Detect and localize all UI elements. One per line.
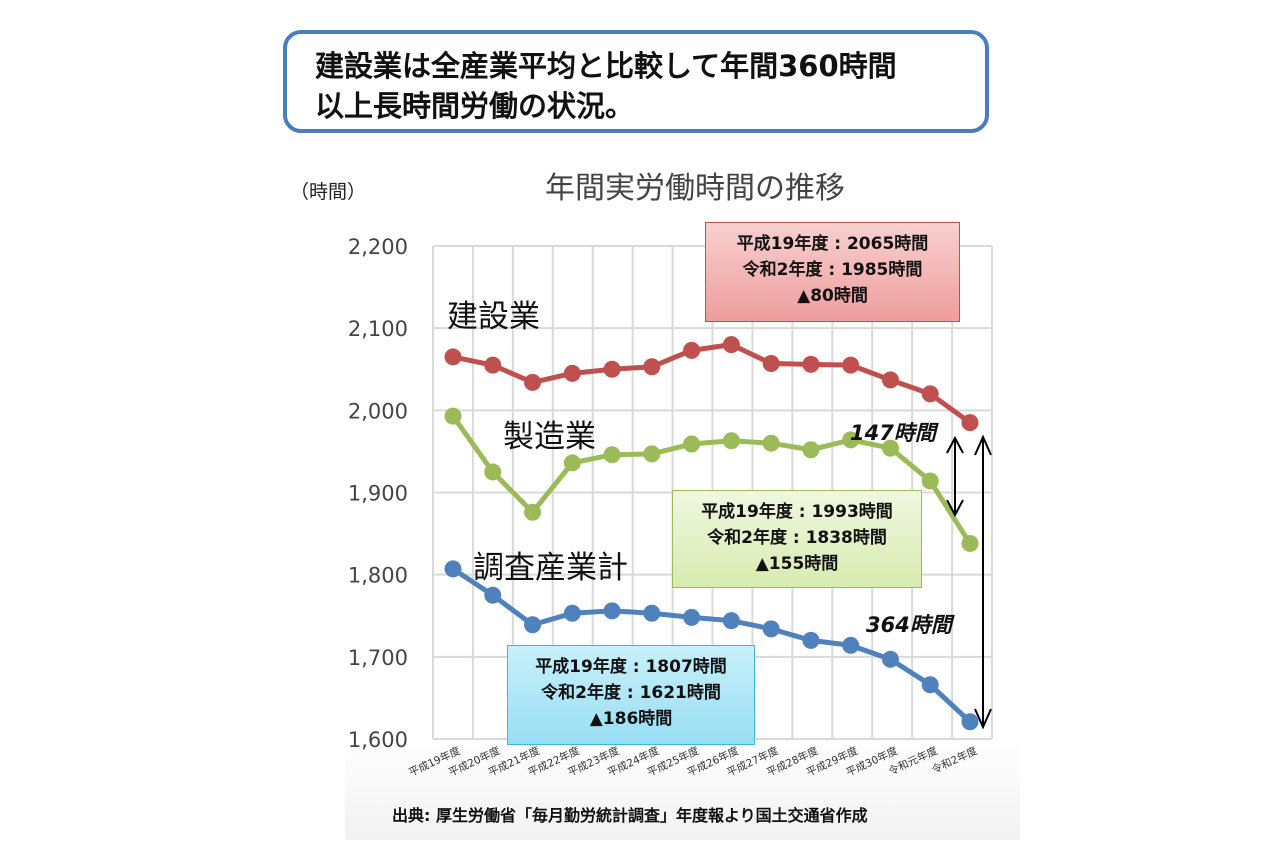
- data-point: [563, 454, 581, 472]
- data-point: [484, 356, 502, 374]
- y-tick-label: 1,800: [348, 564, 408, 588]
- annotation-line: 令和2年度 : 1838時間: [707, 528, 887, 548]
- annotation-line: ▲186時間: [589, 709, 673, 729]
- data-point: [643, 604, 661, 622]
- series-label-construction: 建設業: [447, 299, 540, 335]
- data-point: [881, 371, 899, 389]
- data-point: [683, 608, 701, 626]
- data-point: [683, 435, 701, 453]
- data-point: [842, 431, 860, 449]
- y-tick-label: 1,600: [348, 728, 408, 752]
- data-point: [961, 414, 979, 432]
- data-point: [762, 354, 780, 372]
- y-tick-label: 1,900: [348, 482, 408, 506]
- y-tick-label: 2,200: [348, 235, 408, 259]
- series-label-total: 調査産業計: [473, 550, 628, 586]
- annotation-line: 平成19年度 : 1807時間: [535, 657, 727, 677]
- data-point: [921, 472, 939, 490]
- source-note: 出典: 厚生労働省「毎月勤労統計調査」年度報より国土交通省作成: [392, 806, 868, 825]
- data-point: [921, 676, 939, 694]
- annotation-manufacturing: 平成19年度 : 1993時間 令和2年度 : 1838時間 ▲155時間: [672, 490, 922, 588]
- data-point: [563, 604, 581, 622]
- series-label-manufacturing: 製造業: [503, 419, 596, 455]
- x-tick-label: 令和2年度: [930, 744, 980, 777]
- data-point: [802, 355, 820, 373]
- data-point: [802, 441, 820, 459]
- data-point: [683, 341, 701, 359]
- y-axis-label: （時間）: [290, 181, 366, 203]
- data-point: [643, 445, 661, 463]
- data-point: [524, 616, 542, 634]
- annotation-total: 平成19年度 : 1807時間 令和2年度 : 1621時間 ▲186時間: [507, 645, 755, 745]
- headline-box: 建設業は全産業平均と比較して年間360時間 以上長時間労働の状況。: [283, 30, 989, 133]
- y-tick-label: 2,000: [348, 399, 408, 423]
- data-point: [524, 503, 542, 521]
- headline-line-2: 以上長時間労働の状況。: [315, 89, 635, 123]
- annotation-line: 令和2年度 : 1621時間: [541, 683, 721, 703]
- data-point: [484, 463, 502, 481]
- data-point: [961, 534, 979, 552]
- data-point: [881, 439, 899, 457]
- data-point: [563, 364, 581, 382]
- data-point: [444, 407, 462, 425]
- data-point: [444, 348, 462, 366]
- annotation-construction: 平成19年度 : 2065時間 令和2年度 : 1985時間 ▲80時間: [705, 222, 960, 322]
- data-point: [842, 636, 860, 654]
- annotation-line: ▲80時間: [797, 286, 868, 306]
- gap-arrow-manufacturing: [946, 435, 964, 518]
- annotation-line: ▲155時間: [755, 554, 839, 574]
- gap-arrow-total: [974, 434, 992, 730]
- annotation-line: 平成19年度 : 1993時間: [701, 502, 893, 522]
- data-point: [524, 373, 542, 391]
- y-tick-label: 2,100: [348, 317, 408, 341]
- data-point: [722, 612, 740, 630]
- y-tick-label: 1,700: [348, 646, 408, 670]
- data-point: [484, 586, 502, 604]
- data-point: [881, 650, 899, 668]
- annotation-line: 平成19年度 : 2065時間: [736, 234, 929, 254]
- data-point: [802, 631, 820, 649]
- data-point: [921, 385, 939, 403]
- data-point: [643, 358, 661, 376]
- chart-title: 年間実労働時間の推移: [545, 171, 845, 206]
- data-point: [961, 713, 979, 731]
- headline-line-1: 建設業は全産業平均と比較して年間360時間: [315, 49, 897, 83]
- data-point: [444, 560, 462, 578]
- data-point: [603, 602, 621, 620]
- data-point: [762, 620, 780, 638]
- gap-label-total: 364時間: [866, 613, 955, 637]
- data-point: [603, 446, 621, 464]
- data-point: [722, 336, 740, 354]
- data-point: [762, 434, 780, 452]
- gap-label-manufacturing: 147時間: [850, 421, 939, 445]
- data-point: [722, 432, 740, 450]
- annotation-line: 令和2年度 : 1985時間: [742, 260, 923, 280]
- data-point: [842, 356, 860, 374]
- data-point: [603, 360, 621, 378]
